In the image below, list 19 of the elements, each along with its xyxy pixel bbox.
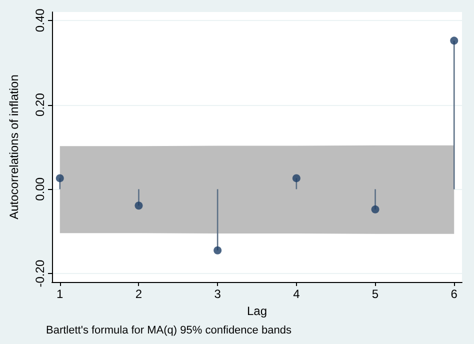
x-tick-label: 2 xyxy=(135,287,142,301)
point xyxy=(134,202,143,210)
x-tick-label: 1 xyxy=(56,287,64,301)
x-tick-label: 4 xyxy=(293,287,300,301)
y-tick-label: 0.40 xyxy=(33,8,47,32)
x-tick-label: 5 xyxy=(372,287,379,301)
point xyxy=(371,205,380,214)
point xyxy=(56,174,64,182)
point xyxy=(292,174,300,182)
y-tick-label: 0.20 xyxy=(33,92,47,116)
point xyxy=(214,246,222,254)
point xyxy=(450,36,458,45)
x-tick-label: 6 xyxy=(450,287,458,301)
x-axis-title: Lag xyxy=(246,304,268,318)
x-tick-label: 3 xyxy=(214,287,222,301)
y-tick-label: 0.00 xyxy=(33,177,47,201)
y-axis-title: Autocorrelations of inflation xyxy=(7,74,21,220)
y-tick-label: -0.20 xyxy=(33,260,47,288)
text: Bartlett's formula for MA(q) 95% confidence bands xyxy=(46,324,292,336)
